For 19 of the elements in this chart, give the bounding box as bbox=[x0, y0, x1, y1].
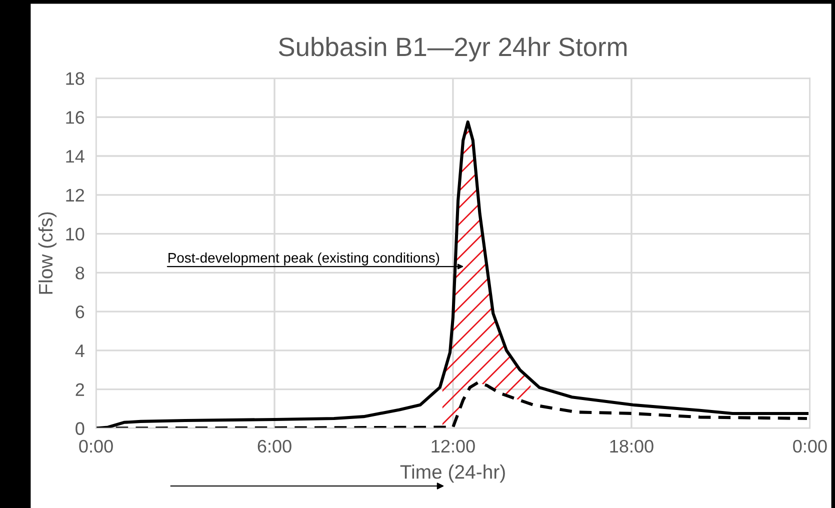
y-tick-label: 10 bbox=[66, 228, 84, 241]
x-axis-title: Time (24-hr) bbox=[400, 464, 505, 483]
y-tick-label: 4 bbox=[75, 344, 84, 358]
x-tick-label: 18:00 bbox=[610, 440, 654, 453]
y-tick-label: 16 bbox=[66, 111, 84, 124]
y-tick-label: 8 bbox=[76, 266, 84, 280]
chart-title: Subbasin B1—2yr 24hr Storm bbox=[278, 36, 627, 62]
x-tick-label: 12:00 bbox=[432, 440, 475, 453]
x-tick-label: 0:00 bbox=[79, 440, 113, 453]
y-axis-title: Flow (cfs) bbox=[38, 212, 56, 294]
y-tick-label: 0 bbox=[76, 422, 84, 435]
y-tick-label: 6 bbox=[76, 306, 84, 318]
x-tick-label: 6:00 bbox=[258, 440, 292, 453]
y-tick-label: 18 bbox=[66, 72, 84, 85]
y-tick-label: 2 bbox=[76, 383, 84, 396]
annotation: Post-development peak (existing conditions) bbox=[168, 252, 440, 266]
y-tick-label: 14 bbox=[66, 150, 84, 163]
x-tick-label: 0:00 bbox=[793, 440, 827, 453]
y-tick-label: 12 bbox=[66, 188, 84, 202]
